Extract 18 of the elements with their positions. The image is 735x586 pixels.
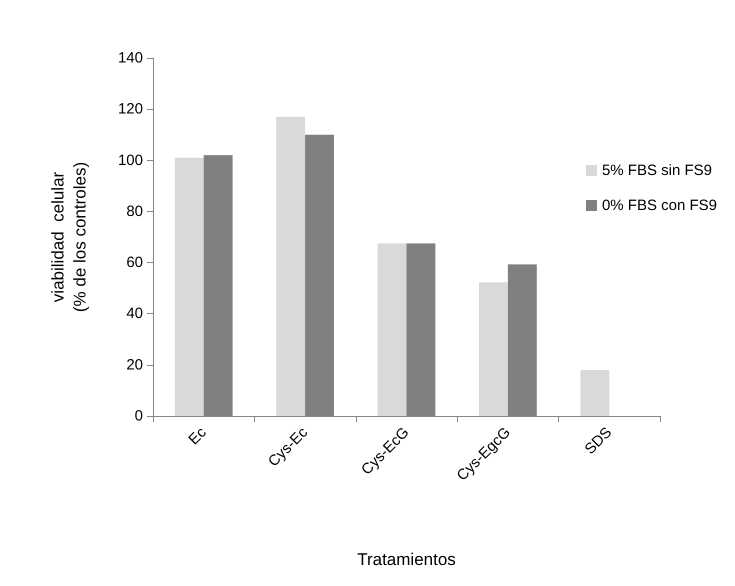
bar (378, 243, 406, 416)
y-tick-label: 20 (126, 356, 143, 374)
bar (174, 158, 204, 416)
y-tick-label: 120 (118, 100, 143, 118)
bar (580, 370, 610, 416)
legend-label: 0% FBS con FS9 (602, 197, 718, 214)
y-tick-label: 0 (134, 408, 143, 424)
y-tick-label: 100 (118, 152, 143, 169)
bar (276, 116, 306, 416)
bar (479, 282, 508, 416)
legend-label: 5% FBS sin FS9 (602, 162, 712, 179)
x-axis-title: Tratamientos (357, 550, 456, 569)
y-tick-label: 80 (126, 202, 143, 220)
y-axis-title: viabilidad celular (% de los controles) (48, 162, 90, 312)
y-tick-label: 140 (118, 50, 143, 66)
y-tick-label: 60 (126, 254, 143, 272)
y-tick-label: 40 (126, 305, 143, 322)
x-tick-label: Ec (185, 424, 210, 448)
